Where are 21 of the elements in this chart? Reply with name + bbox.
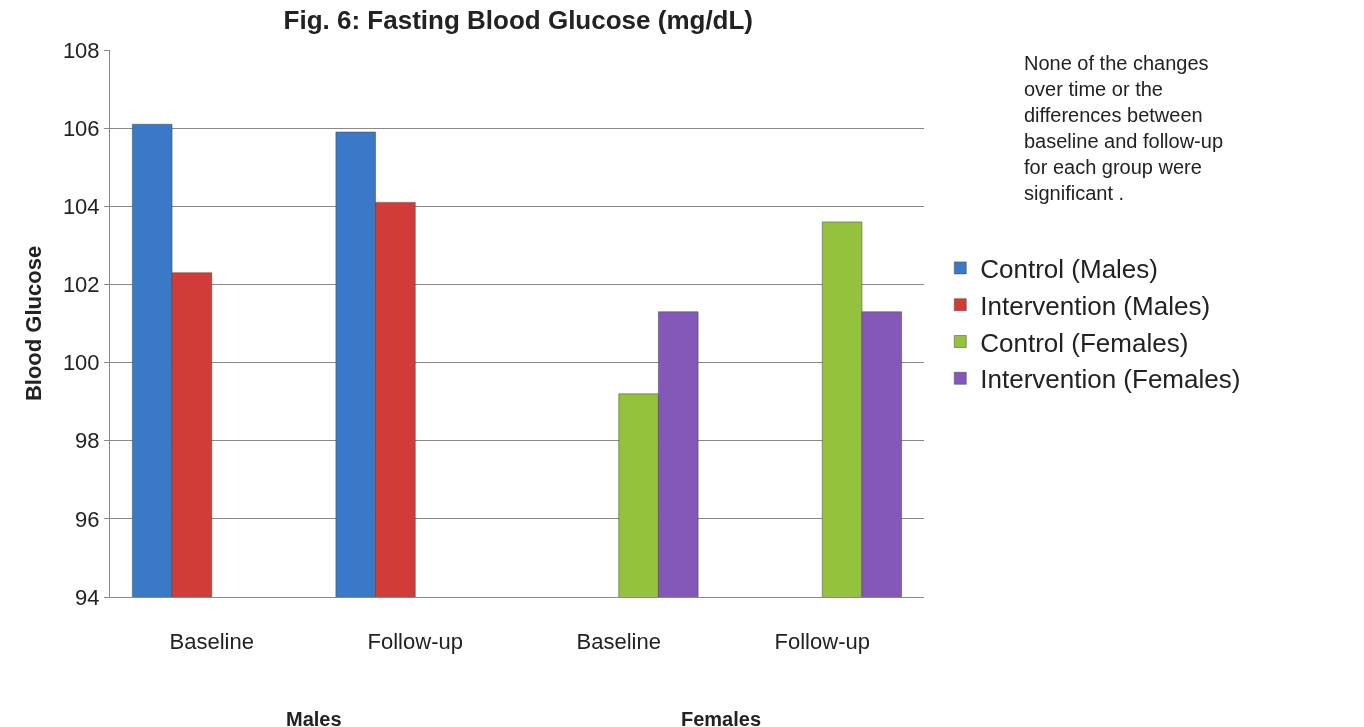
x-tick-label: Baseline — [169, 629, 254, 655]
text: None of the changes over time or the differences between baseline and follow-up for each group were significant . — [1024, 52, 1224, 204]
chart-title: Fig. 6: Fasting Blood Glucose (mg/dL) — [283, 5, 754, 36]
y-tick-label: 102 — [62, 272, 100, 298]
y-tick-label: 94 — [75, 584, 100, 610]
y-tick-label: 96 — [75, 506, 100, 532]
y-axis-title: Blood Glucose — [20, 245, 46, 402]
y-tick-label: 106 — [62, 115, 100, 141]
text: Females — [681, 708, 762, 727]
x-tick-label: Follow-up — [774, 629, 870, 655]
legend-label: Intervention (Males) — [980, 290, 1211, 321]
x-tick-label: Follow-up — [367, 629, 463, 655]
text: Males — [286, 708, 342, 727]
legend-label: Control (Males) — [980, 254, 1158, 285]
y-tick-label: 100 — [62, 350, 100, 376]
x-tick-label: Baseline — [576, 629, 661, 655]
legend-label: Control (Females) — [980, 327, 1189, 358]
y-tick-label: 108 — [62, 37, 100, 63]
y-tick-label: 104 — [62, 193, 100, 219]
legend-label: Intervention (Females) — [980, 364, 1241, 395]
y-tick-label: 98 — [75, 428, 100, 454]
